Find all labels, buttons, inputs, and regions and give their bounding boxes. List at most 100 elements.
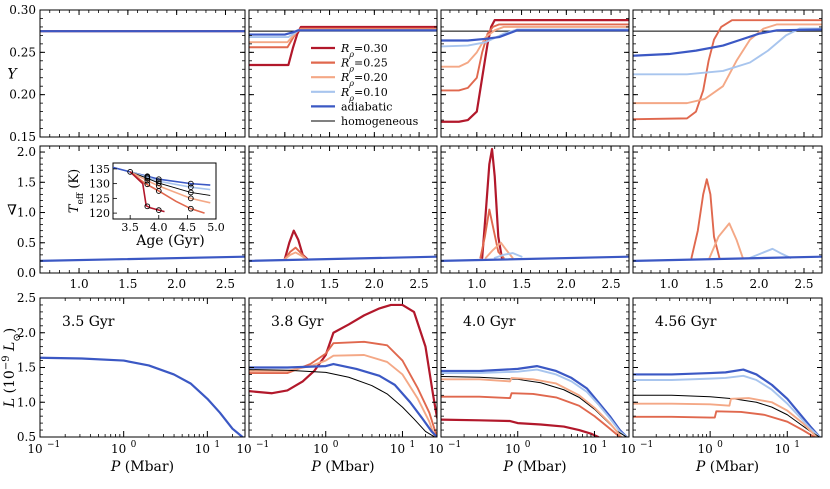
- labels-layer: 0.15 0.20 0.25 0.30 0.0 0.5 1.0 1.5 2.0 1.0 1.5 2.0…: [1, 3, 814, 475]
- x-tick-label: 10: [195, 442, 210, 456]
- series-rho_025: [479, 208, 505, 259]
- panel-L-4: [633, 368, 821, 437]
- axes-frame-Y-1: [39, 9, 246, 138]
- panel-grad-3: [441, 147, 629, 262]
- axes-frame-Y-2: [248, 9, 438, 138]
- x-tick-label: 1.0: [275, 277, 294, 291]
- x-tick-exponent: 1: [794, 440, 800, 450]
- inset-x-tick-label: 5.0: [207, 221, 225, 234]
- inset-age-marker: [187, 184, 194, 191]
- legend-label-homogeneous: homogeneous: [341, 115, 419, 128]
- x-axis-label: P (Mbar): [310, 459, 374, 475]
- series-adiabatic: [633, 28, 822, 57]
- axes-frame-Y-4: [632, 9, 823, 138]
- y-tick-label: 1.5: [17, 361, 36, 375]
- series-homogeneous: [441, 376, 628, 437]
- x-axis-label: P (Mbar): [502, 459, 566, 475]
- age-annotation: 3.8 Gyr: [271, 314, 324, 330]
- inset-x-tick-label: 4.5: [179, 221, 197, 234]
- y-tick-label: 1.0: [17, 206, 36, 220]
- inset-series-rho_030: [129, 171, 165, 213]
- x-tick-label: 2.5: [410, 277, 429, 291]
- plot-lines-layer: [40, 19, 822, 437]
- inset-age-marker: [144, 177, 151, 184]
- series-rho_020: [441, 376, 623, 437]
- x-tick-label: 1.5: [320, 277, 339, 291]
- panel-grad-4: [633, 178, 822, 262]
- series-rho_025: [633, 19, 822, 121]
- panel-Y-2: [249, 25, 437, 67]
- y-tick-label: 0.5: [17, 430, 36, 444]
- series-rho_025: [690, 178, 721, 259]
- x-tick-label: 1.5: [512, 277, 531, 291]
- y-tick-label: 2.0: [17, 326, 36, 340]
- inset-age-marker: [155, 176, 162, 183]
- inset-series-homogeneous: [130, 171, 211, 196]
- y-axis-label-L: L (10−9 L⊙): [1, 328, 23, 408]
- age-annotation: 4.56 Gyr: [655, 314, 717, 330]
- series-rho_010: [441, 368, 628, 437]
- panel-L-1: [40, 356, 244, 437]
- inset-x-tick-label: 3.5: [121, 221, 139, 234]
- y-tick-label: 0.30: [9, 3, 36, 17]
- series-rho_025: [283, 246, 308, 261]
- x-axis-label: P (Mbar): [110, 459, 174, 475]
- y-tick-label: 0.0: [17, 266, 36, 280]
- x-tick-exponent: 1: [409, 440, 415, 450]
- ticks-layer: [39, 9, 822, 438]
- axes-frame-grad-3: [440, 145, 630, 274]
- y-axis-label-Y: Y: [7, 67, 18, 83]
- panel-grad-1: [40, 255, 245, 262]
- series-rho_010: [749, 247, 792, 259]
- inset-age-marker: [155, 180, 162, 186]
- series-rho_020: [633, 397, 818, 437]
- series-adiabatic: [633, 368, 821, 437]
- x-tick-exponent: −1: [640, 440, 653, 450]
- x-tick-exponent: −1: [256, 440, 269, 450]
- x-tick-label: 10: [27, 442, 42, 456]
- inset-x-label: Age (Gyr): [135, 233, 205, 249]
- series-rho_025: [633, 410, 816, 437]
- x-tick-label: 2.0: [365, 277, 384, 291]
- y-tick-label: 2.0: [17, 145, 36, 159]
- legend-label-rho_025: Rρ=0.25: [340, 57, 388, 74]
- x-tick-exponent: 0: [131, 440, 137, 450]
- series-rho_030: [441, 418, 600, 437]
- panel-Y-3: [441, 19, 629, 123]
- inset-age-marker: [155, 188, 162, 194]
- series-adiabatic: [249, 362, 437, 437]
- series-homogeneous: [633, 394, 821, 437]
- series-rho_025: [441, 392, 621, 437]
- x-tick-exponent: −1: [47, 440, 60, 450]
- x-tick-label: 2.5: [602, 277, 621, 291]
- inset-age-marker: [127, 168, 134, 175]
- series-rho_010: [493, 252, 523, 259]
- inset-age-marker: [155, 207, 162, 214]
- panel-L-2: [249, 303, 437, 437]
- y-tick-label: 2.5: [17, 291, 36, 305]
- x-tick-exponent: 1: [601, 440, 607, 450]
- x-tick-label: 2.0: [167, 277, 186, 291]
- x-tick-exponent: 0: [525, 440, 531, 450]
- y-tick-label: 0.15: [9, 130, 36, 144]
- inset-y-tick-label: 125: [89, 192, 110, 205]
- x-tick-label: 10: [111, 442, 126, 456]
- series-rho_030: [249, 25, 437, 67]
- series-rho_010: [441, 28, 629, 48]
- inset-y-tick-label: 130: [89, 178, 110, 191]
- inset-age-marker: [187, 180, 194, 187]
- y-tick-label: 0.5: [17, 236, 36, 250]
- legend-label-adiabatic: adiabatic: [341, 100, 392, 113]
- inset-series-rho_020: [129, 171, 211, 204]
- x-tick-exponent: 1: [214, 440, 220, 450]
- x-tick-label: 2.0: [749, 277, 768, 291]
- x-tick-label: 1.0: [659, 277, 678, 291]
- x-tick-exponent: −1: [448, 440, 461, 450]
- series-adiabatic: [633, 255, 822, 262]
- series-homogeneous: [249, 369, 436, 437]
- series-rho_020: [484, 241, 514, 259]
- series-rho_020: [633, 23, 822, 105]
- inset-age-marker: [144, 181, 151, 188]
- x-tick-label: 1.5: [118, 277, 137, 291]
